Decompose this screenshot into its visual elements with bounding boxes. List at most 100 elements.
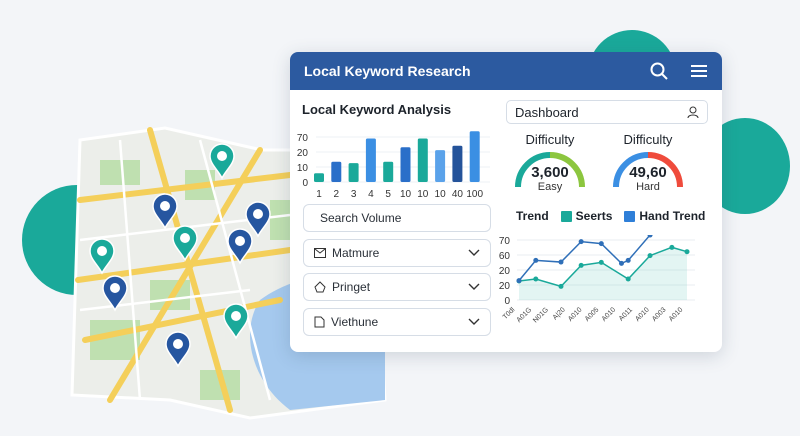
x-tick-label: A010 [567, 306, 584, 323]
gauge-title: Difficulty [525, 132, 575, 147]
difficulty-gauge-hard: Difficulty 49,60 Hard [608, 132, 688, 193]
pin-dot [231, 311, 241, 321]
data-point [669, 244, 675, 250]
x-tick-label: A003 [651, 306, 668, 323]
gauge-value: 49,60 [629, 164, 667, 181]
matmure-dropdown[interactable]: Matmure [303, 239, 491, 267]
x-tick-label: A005 [584, 306, 601, 323]
data-point [598, 241, 604, 247]
pin-dot [235, 236, 245, 246]
field-label: Search Volume [320, 211, 402, 225]
document-icon [314, 316, 325, 328]
map-pin-icon [223, 303, 249, 340]
bar [435, 150, 446, 182]
y-tick-label: 70 [499, 236, 511, 247]
window-title: Local Keyword Research [304, 63, 471, 79]
x-tick-label: 10 [417, 189, 429, 200]
dashboard-selector[interactable]: Dashboard [506, 100, 708, 124]
mail-icon [314, 248, 326, 258]
x-tick-label: A01G [516, 306, 534, 324]
x-tick-label: A011 [618, 306, 634, 322]
map-pin-icon [102, 275, 128, 312]
gauge-label: Hard [636, 181, 660, 193]
x-tick-label: A010 [668, 306, 685, 323]
x-tick-label: 10 [400, 189, 412, 200]
difficulty-gauge-easy: Difficulty 3,600 Easy [510, 132, 590, 193]
legend-label: Seerts [575, 209, 613, 223]
map-pin-icon [227, 228, 253, 265]
x-tick-label: A|20 [552, 306, 567, 321]
map-pin-icon [152, 193, 178, 230]
y-tick-label: 20 [297, 148, 309, 159]
pin-dot [173, 339, 183, 349]
y-tick-label: 0 [504, 296, 510, 307]
gauge-label: Easy [537, 181, 563, 193]
chevron-down-icon [468, 283, 480, 290]
map-pin-icon [172, 225, 198, 262]
chevron-down-icon [468, 249, 480, 256]
data-point [598, 259, 604, 265]
x-tick-label: A010 [601, 306, 618, 323]
bar [314, 173, 324, 182]
x-tick-label: 10 [435, 189, 447, 200]
gauge-segment [549, 152, 585, 188]
map-pin-icon [245, 201, 271, 238]
gauge-arc [613, 152, 683, 188]
data-point [578, 239, 584, 245]
bar [469, 131, 480, 182]
data-point [647, 235, 653, 238]
x-tick-label: 3 [351, 189, 357, 200]
x-tick-label: N01G [532, 306, 550, 324]
data-point [618, 260, 624, 266]
x-tick-label: T0dl [502, 306, 517, 321]
x-tick-label: 40 [452, 189, 464, 200]
gauge-segment [515, 152, 551, 188]
bar [400, 147, 411, 182]
viethune-dropdown[interactable]: Viethune [303, 308, 491, 336]
menu-icon[interactable] [690, 64, 708, 78]
pringet-dropdown[interactable]: Pringet [303, 273, 491, 301]
field-label: Viethune [331, 315, 379, 329]
field-label: Pringet [332, 280, 371, 294]
pin-dot [160, 201, 170, 211]
search-volume-field[interactable]: Search Volume [303, 204, 491, 232]
y-tick-label: 0 [302, 178, 308, 189]
trend-line-chart: 02020607060T0dlA01GN01GA|20A010A005A010A… [499, 235, 695, 324]
data-point [625, 257, 631, 263]
legend-title: Trend [516, 209, 549, 223]
bar [331, 161, 342, 182]
map-pin-icon [209, 143, 235, 180]
bar [417, 138, 428, 182]
data-point [625, 276, 631, 282]
x-tick-label: 4 [368, 189, 374, 200]
y-tick-label: 10 [297, 163, 309, 174]
data-point [578, 262, 584, 268]
bar [348, 163, 359, 182]
bar [365, 138, 376, 182]
gauge-arc [515, 152, 585, 188]
data-point [684, 249, 690, 255]
pin-dot [253, 209, 263, 219]
map-pin-icon [165, 331, 191, 368]
pin-dot [217, 151, 227, 161]
section-title: Local Keyword Analysis [302, 102, 452, 117]
x-tick-label: 5 [385, 189, 391, 200]
data-point [647, 253, 653, 259]
pin-dot [110, 283, 120, 293]
legend-label: Hand Trend [639, 209, 706, 223]
keyword-research-window: Local Keyword Research Local Keyword Ana… [290, 52, 722, 352]
data-point [533, 257, 539, 263]
y-tick-label: 70 [297, 133, 309, 144]
bar [383, 161, 394, 182]
user-icon [687, 106, 699, 118]
dashboard-label: Dashboard [515, 104, 579, 120]
gauge-segment [647, 152, 683, 188]
search-icon[interactable] [650, 62, 668, 80]
map-pin-icon [89, 238, 115, 275]
pin-dot [97, 246, 107, 256]
x-tick-label: 2 [334, 189, 340, 200]
chevron-down-icon [468, 318, 480, 325]
y-tick-label: 20 [499, 281, 511, 292]
data-point [558, 283, 564, 289]
data-point [516, 278, 522, 284]
